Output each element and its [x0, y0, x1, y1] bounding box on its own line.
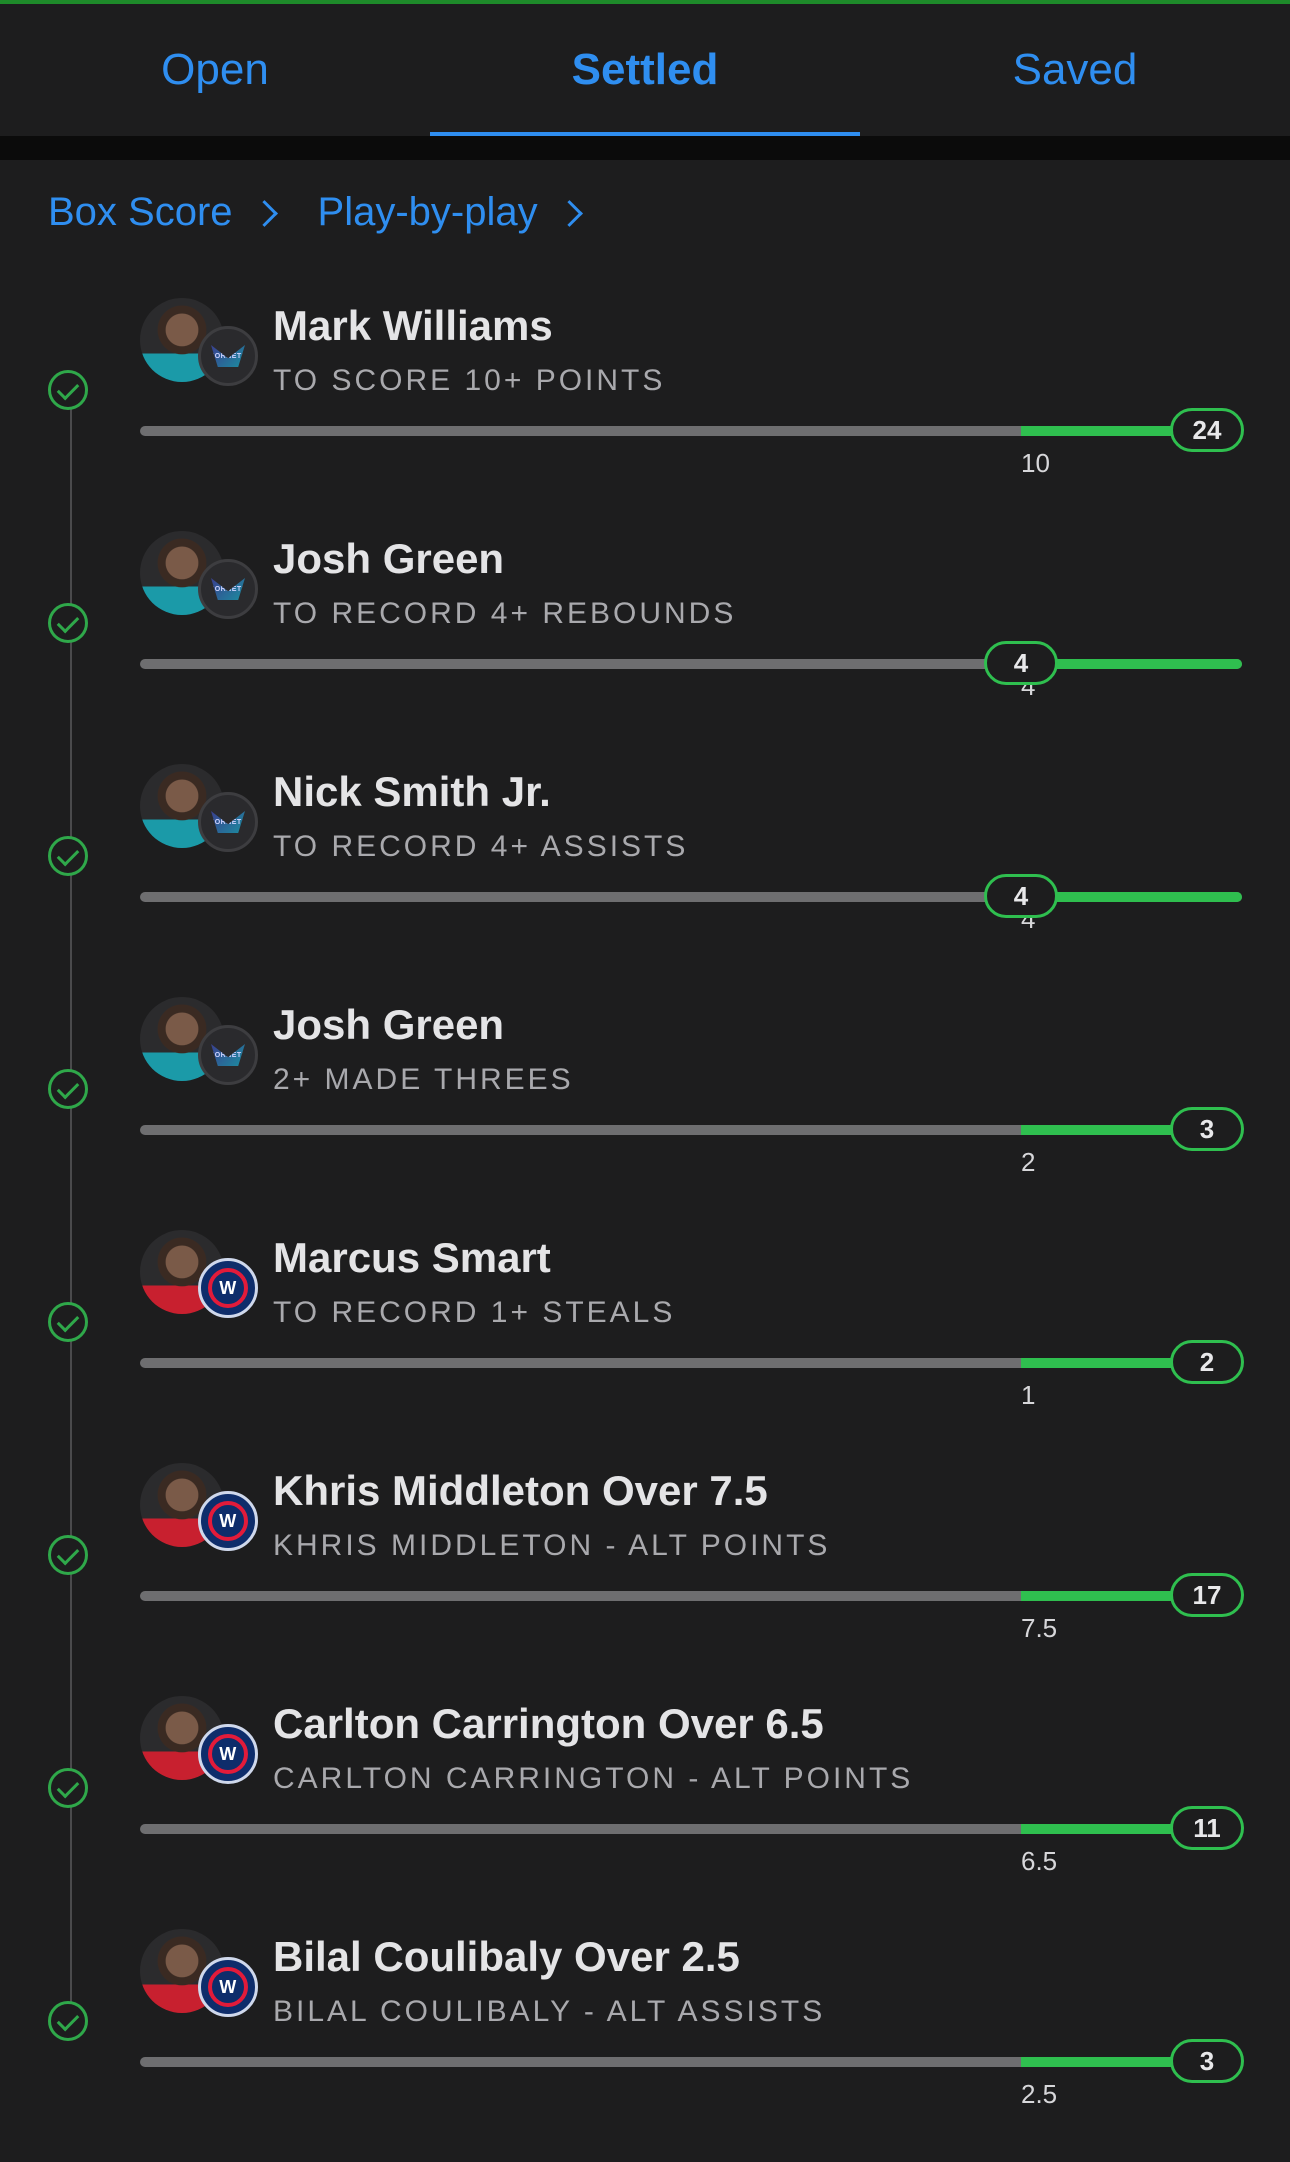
progress-over-fill [1021, 1125, 1242, 1135]
player-name: Carlton Carrington Over 6.5 [273, 1700, 824, 1747]
bet-leg[interactable]: HORNETS Nick Smith Jr. TO RECORD 4+ ASSI… [0, 764, 1290, 997]
check-circle-icon [48, 1069, 88, 1109]
player-name: Bilal Coulibaly Over 2.5 [273, 1933, 740, 1980]
player-name: Josh Green [273, 535, 505, 582]
box-score-link[interactable]: Box Score [48, 189, 278, 235]
result-badge: 3 [1170, 1107, 1244, 1151]
progress-over-fill [1021, 426, 1242, 436]
threshold-label: 2 [1021, 1147, 1036, 1177]
threshold-label: 10 [1021, 448, 1050, 478]
progress-over-fill [1021, 2057, 1242, 2067]
market-label: 2+ MADE THREES [273, 1063, 574, 1096]
check-circle-icon [48, 1302, 88, 1342]
active-tab-indicator [430, 132, 860, 138]
market-label: TO SCORE 10+ POINTS [273, 364, 666, 397]
chevron-right-icon [555, 199, 583, 227]
result-badge: 3 [1170, 2039, 1244, 2083]
top-accent-line [0, 0, 1290, 4]
leg-timeline [70, 390, 72, 2020]
bet-leg[interactable]: HORNETS Mark Williams TO SCORE 10+ POINT… [0, 298, 1290, 531]
market-label: BILAL COULIBALY - ALT ASSISTS [273, 1995, 826, 2028]
wizards-logo-icon: W [198, 1491, 258, 1551]
bet-leg[interactable]: W Carlton Carrington Over 6.5 CARLTON CA… [0, 1696, 1290, 1929]
progress-track [140, 1824, 1242, 1834]
play-by-play-label: Play-by-play [317, 189, 538, 234]
box-score-label: Box Score [48, 189, 233, 234]
bet-leg[interactable]: W Bilal Coulibaly Over 2.5 BILAL COULIBA… [0, 1929, 1290, 2162]
result-badge: 4 [984, 874, 1058, 918]
market-label: TO RECORD 1+ STEALS [273, 1296, 676, 1329]
progress-track [140, 1358, 1242, 1368]
result-badge: 11 [1170, 1806, 1244, 1850]
threshold-label: 6.5 [1021, 1846, 1058, 1876]
check-circle-icon [48, 603, 88, 643]
hornets-logo-icon: HORNETS [198, 326, 258, 386]
tab-bar: Open Settled Saved [0, 4, 1290, 138]
progress-over-fill [1021, 1824, 1242, 1834]
check-circle-icon [48, 1535, 88, 1575]
hornets-logo-icon: HORNETS [198, 559, 258, 619]
result-badge: 17 [1170, 1573, 1244, 1617]
threshold-label: 1 [1021, 1380, 1036, 1410]
progress-over-fill [1021, 1591, 1242, 1601]
hornets-logo-icon: HORNETS [198, 792, 258, 852]
player-name: Nick Smith Jr. [273, 768, 551, 815]
progress-track [140, 892, 1242, 902]
result-badge: 4 [984, 641, 1058, 685]
play-by-play-link[interactable]: Play-by-play [317, 189, 583, 235]
tab-settled[interactable]: Settled [571, 45, 719, 94]
wizards-logo-icon: W [198, 1724, 258, 1784]
progress-track [140, 659, 1242, 669]
hornets-logo-icon: HORNETS [198, 1025, 258, 1085]
tab-saved[interactable]: Saved [1012, 45, 1138, 94]
progress-over-fill [1021, 892, 1242, 902]
threshold-label: 2.5 [1021, 2079, 1058, 2109]
threshold-label: 7.5 [1021, 1613, 1058, 1643]
result-badge: 2 [1170, 1340, 1244, 1384]
tab-divider [0, 136, 1290, 160]
progress-over-fill [1021, 1358, 1242, 1368]
progress-track [140, 426, 1242, 436]
market-label: TO RECORD 4+ REBOUNDS [273, 597, 737, 630]
wizards-logo-icon: W [198, 1258, 258, 1318]
progress-track [140, 1591, 1242, 1601]
market-label: CARLTON CARRINGTON - ALT POINTS [273, 1762, 914, 1795]
tab-open[interactable]: Open [161, 45, 269, 94]
check-circle-icon [48, 2001, 88, 2041]
result-badge: 24 [1170, 408, 1244, 452]
chevron-right-icon [250, 199, 278, 227]
player-name: Khris Middleton Over 7.5 [273, 1467, 768, 1514]
check-circle-icon [48, 370, 88, 410]
player-name: Mark Williams [273, 302, 553, 349]
market-label: KHRIS MIDDLETON - ALT POINTS [273, 1529, 831, 1562]
player-name: Josh Green [273, 1001, 505, 1048]
check-circle-icon [48, 836, 88, 876]
check-circle-icon [48, 1768, 88, 1808]
game-links: Box Score Play-by-play [48, 186, 623, 238]
progress-over-fill [1021, 659, 1242, 669]
bet-leg[interactable]: W Marcus Smart TO RECORD 1+ STEALS 2 1 [0, 1230, 1290, 1463]
market-label: TO RECORD 4+ ASSISTS [273, 830, 689, 863]
bet-leg[interactable]: HORNETS Josh Green 2+ MADE THREES 3 2 [0, 997, 1290, 1230]
bet-leg[interactable]: W Khris Middleton Over 7.5 KHRIS MIDDLET… [0, 1463, 1290, 1696]
progress-track [140, 2057, 1242, 2067]
wizards-logo-icon: W [198, 1957, 258, 2017]
bet-leg[interactable]: HORNETS Josh Green TO RECORD 4+ REBOUNDS… [0, 531, 1290, 764]
progress-track [140, 1125, 1242, 1135]
player-name: Marcus Smart [273, 1234, 551, 1281]
